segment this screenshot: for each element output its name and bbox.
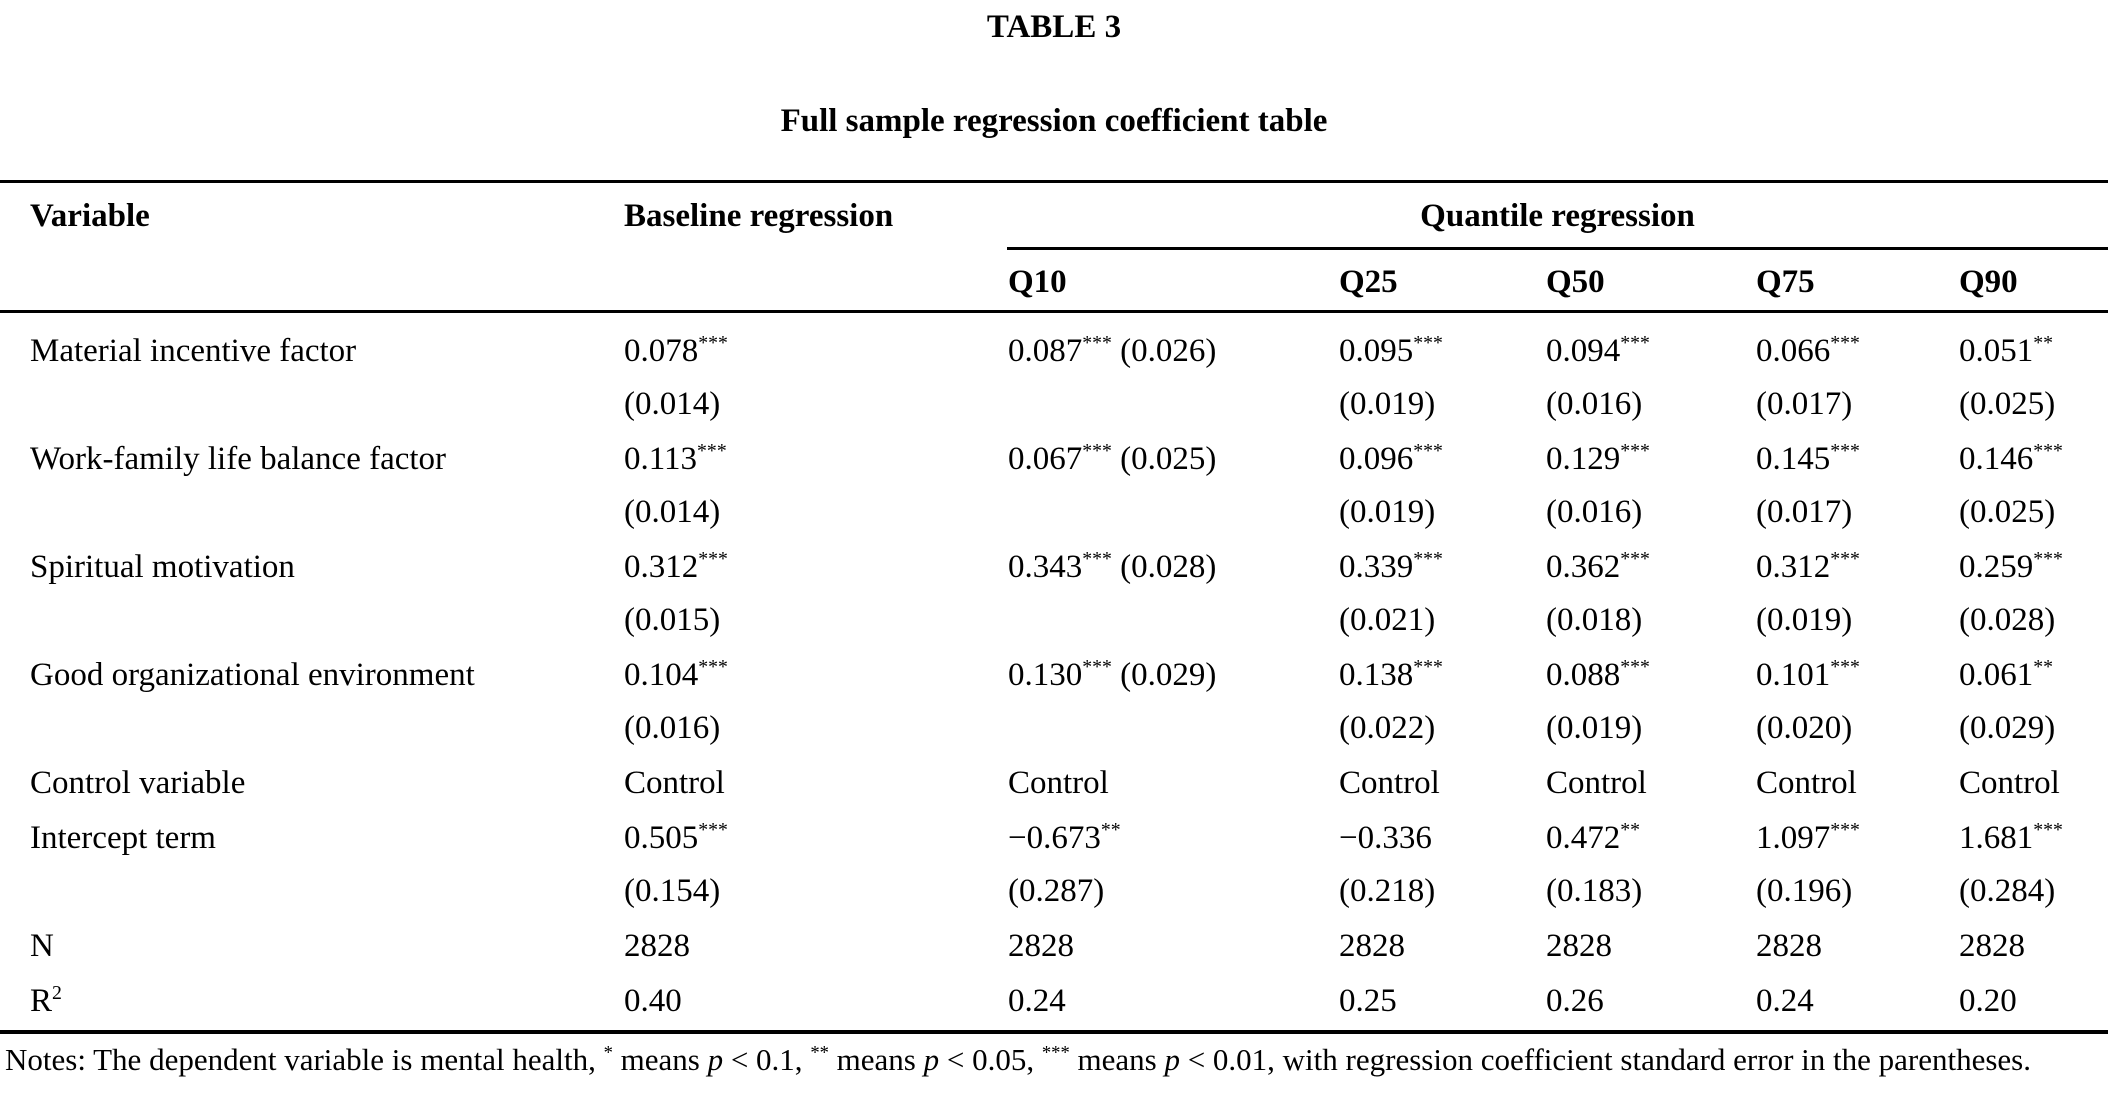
table-row: Intercept term 0.505*** (0.154) −0.673** (0.… — [0, 811, 2108, 919]
table-cell: −0.336 (0.218) — [1339, 820, 1436, 909]
table-cell: 0.129*** (0.016) — [1546, 440, 1650, 530]
table-cell: 0.088*** (0.019) — [1546, 656, 1650, 746]
table-cell: 2828 — [1756, 928, 1822, 964]
row-label: N — [30, 928, 54, 964]
header-spacer — [623, 248, 1007, 313]
table-cell: 0.343*** (0.028) — [1008, 548, 1217, 585]
table-cell: Control — [624, 765, 725, 801]
row-label: Intercept term — [30, 820, 216, 856]
table-cell: 0.312*** (0.015) — [624, 548, 728, 638]
column-group-quantile: Quantile regression — [1007, 180, 2108, 250]
table-cell: 0.130*** (0.029) — [1008, 656, 1217, 693]
table-row: Spiritual motivation 0.312*** (0.015) 0.343… — [0, 540, 2108, 648]
row-label: Work-family life balance factor — [30, 441, 447, 477]
column-header-q75: Q75 — [1755, 248, 1958, 313]
row-label: Spiritual motivation — [30, 549, 295, 585]
table-cell: 0.078*** (0.014) — [624, 332, 728, 422]
table-row: Control variable Control Control Control Con… — [0, 756, 2108, 811]
table-number-title: TABLE 3 — [986, 9, 1122, 45]
row-label: Material incentive factor — [30, 333, 357, 369]
table-cell: 2828 — [1959, 928, 2025, 964]
table-cell: 0.20 — [1958, 974, 2108, 1034]
table-cell: 0.051** (0.025) — [1959, 332, 2056, 422]
table-cell: 0.096*** (0.019) — [1339, 440, 1443, 530]
table-cell: 0.25 — [1338, 974, 1545, 1034]
table-cell: 0.40 — [623, 974, 1007, 1034]
table-cell: 0.146*** (0.025) — [1959, 440, 2063, 530]
regression-table: Variable Baseline regression Quantile re… — [0, 180, 2108, 1034]
row-label: R2 — [0, 974, 623, 1034]
table-row: Good organizational environment 0.104***(… — [0, 648, 2108, 756]
table-cell: Control — [1546, 765, 1647, 801]
column-header-q25: Q25 — [1338, 248, 1545, 313]
table-cell: 0.066*** (0.017) — [1756, 332, 1860, 422]
column-header-variable: Variable — [0, 180, 623, 249]
table-cell: 0.094*** (0.016) — [1546, 332, 1650, 422]
header-row-groups: Variable Baseline regression Quantile re… — [0, 180, 2108, 250]
table-cell: 0.067*** (0.025) — [1008, 440, 1217, 477]
table-cell: 0.362*** (0.018) — [1546, 548, 1650, 638]
table-header: Variable Baseline regression Quantile re… — [0, 180, 2108, 313]
column-header-baseline: Baseline regression — [623, 180, 1007, 249]
table-cell: 0.113*** (0.014) — [624, 440, 727, 530]
table-cell: Control — [1959, 765, 2060, 801]
table-cell: 0.087*** (0.026) — [1008, 332, 1217, 369]
table-cell: 0.505*** (0.154) — [624, 819, 728, 909]
table-cell: 0.472** (0.183) — [1546, 819, 1643, 909]
table-cell: 0.259*** (0.028) — [1959, 548, 2063, 638]
table-row: Work-family life balance factor 0.113***(… — [0, 432, 2108, 540]
table-cell: Control — [1008, 765, 1109, 801]
table-cell: 0.138*** (0.022) — [1339, 656, 1443, 746]
table-cell: 0.095*** (0.019) — [1339, 332, 1443, 422]
table-cell: −0.673** (0.287) — [1008, 819, 1121, 909]
table-title: Full sample regression coefficient table — [780, 103, 1328, 139]
table-cell: 2828 — [1546, 928, 1612, 964]
table-row: R2 0.40 0.24 0.25 0.26 0.24 0.20 — [0, 974, 2108, 1034]
column-header-q50: Q50 — [1545, 248, 1755, 313]
table-cell: 0.26 — [1545, 974, 1755, 1034]
table-cell: 0.24 — [1007, 974, 1338, 1034]
table-cell: 2828 — [1339, 928, 1405, 964]
table-cell: 0.339*** (0.021) — [1339, 548, 1443, 638]
row-label: Control variable — [30, 765, 246, 801]
table-cell: 0.104*** (0.016) — [624, 656, 728, 746]
header-spacer — [0, 248, 623, 313]
table-notes: Notes: The dependent variable is mental … — [5, 1042, 2031, 1077]
table-cell: Control — [1756, 765, 1857, 801]
table-cell: 1.681*** (0.284) — [1959, 819, 2063, 909]
table-row: N 2828 2828 2828 2828 2828 2828 — [0, 919, 2108, 974]
table-body: Material incentive factor 0.078*** (0.014)… — [0, 312, 2108, 1034]
table-cell: 0.061** (0.029) — [1959, 656, 2056, 746]
table-cell: 2828 — [1008, 928, 1074, 964]
table-cell: 0.145*** (0.017) — [1756, 440, 1860, 530]
row-label: Good organizational environment — [30, 657, 475, 693]
column-header-q10: Q10 — [1007, 248, 1338, 313]
header-row-quantiles: Q10 Q25 Q50 Q75 Q90 — [0, 248, 2108, 313]
column-header-q90: Q90 — [1958, 248, 2108, 313]
table-cell: 2828 — [624, 928, 690, 964]
table-cell: 1.097*** (0.196) — [1756, 819, 1860, 909]
table-cell: 0.101*** (0.020) — [1756, 656, 1860, 746]
table-cell: 0.312*** (0.019) — [1756, 548, 1860, 638]
table-cell: Control — [1339, 765, 1440, 801]
table-cell: 0.24 — [1755, 974, 1958, 1034]
table-row: Material incentive factor 0.078*** (0.014)… — [0, 312, 2108, 433]
